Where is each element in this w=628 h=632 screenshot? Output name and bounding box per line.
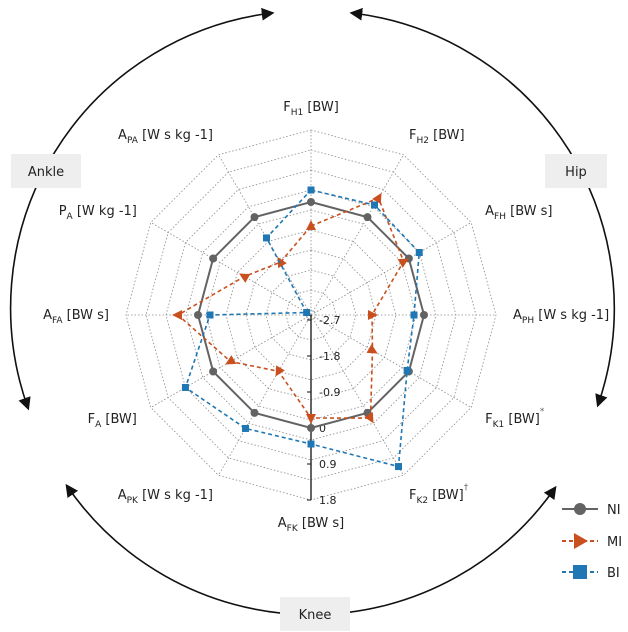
group-label-hip-text: Hip: [565, 165, 587, 180]
grid-ring: [265, 269, 357, 361]
data-point: [250, 408, 259, 417]
axis-label: APK [W s kg -1]: [118, 488, 213, 506]
arrow-knee-icon: [65, 483, 557, 616]
data-point: [368, 310, 378, 320]
grid-spoke: [150, 222, 312, 316]
data-point: [420, 311, 428, 319]
axis-label: AFH [BW s]: [485, 204, 552, 222]
data-point: [397, 258, 409, 268]
group-label-ankle-text: Ankle: [28, 165, 64, 180]
axis-label: PA [W kg -1]: [59, 204, 137, 222]
grid-spoke: [310, 222, 472, 316]
data-point: [239, 273, 251, 283]
data-point: [306, 220, 316, 230]
radial-tick-label: 0.9: [319, 458, 337, 471]
legend-label-bi: BI: [607, 566, 620, 581]
radial-tick-label: 0: [319, 422, 326, 435]
data-point: [403, 367, 411, 374]
axis-label: FH1 [BW]: [283, 100, 339, 118]
group-label-knee: Knee: [280, 597, 350, 631]
axis-labels: FH1 [BW] FH2 [BW] AFH [BW s] APH [W s kg -1…: [43, 100, 609, 534]
group-label-knee-text: Knee: [299, 608, 332, 623]
data-point: [363, 213, 372, 222]
data-point: [372, 192, 382, 205]
data-point: [366, 344, 378, 354]
axis-label: APA [W s kg -1]: [118, 128, 213, 146]
data-point: [263, 234, 270, 242]
radial-axis: -2.7 -1.8 -0.9 0 0.9 1.8: [307, 314, 340, 507]
group-label-ankle: Ankle: [11, 154, 81, 188]
series-bi: [181, 186, 423, 471]
data-point: [181, 384, 189, 391]
radial-tick-label: 1.8: [319, 494, 337, 507]
data-point: [242, 424, 249, 432]
axis-label: FA [BW]: [88, 412, 137, 430]
triangle-marker-icon: [574, 533, 588, 549]
legend-label-mi: MI: [607, 535, 622, 550]
axis-label: FK2 [BW]†: [409, 483, 469, 506]
radial-tick-label: -1.8: [319, 350, 340, 363]
radial-tick-label: -2.7: [319, 314, 340, 327]
axis-label: AFK [BW s]: [278, 516, 345, 534]
axis-label: APH [W s kg -1]: [513, 308, 609, 326]
data-point: [209, 367, 218, 376]
grid-ring: [245, 249, 377, 381]
data-point: [172, 310, 182, 320]
data-point: [277, 256, 287, 269]
data-point: [371, 201, 378, 209]
square-marker-icon: [573, 565, 587, 579]
data-point: [209, 254, 218, 263]
legend: NI MI BI: [562, 503, 622, 581]
group-label-hip: Hip: [545, 154, 607, 188]
data-point: [307, 186, 315, 194]
series-mi: [172, 192, 409, 424]
series-layer: [172, 186, 428, 471]
axis-label: FK1 [BW]*: [485, 407, 545, 430]
data-point: [410, 311, 418, 319]
grid-spoke: [310, 314, 404, 476]
data-point: [395, 463, 402, 471]
data-point: [307, 424, 315, 432]
legend-item-mi: MI: [562, 533, 622, 550]
arrow-hip-icon: [349, 7, 616, 408]
legend-item-ni: NI: [562, 503, 621, 518]
data-point: [194, 311, 202, 319]
radial-tick-label: -0.9: [319, 386, 340, 399]
axis-label: FH2 [BW]: [409, 128, 465, 146]
data-point: [275, 365, 285, 377]
data-point: [415, 249, 423, 256]
data-point: [364, 412, 374, 424]
grid-spoke: [218, 314, 312, 476]
data-point: [303, 309, 311, 316]
data-point: [225, 355, 237, 365]
legend-item-bi: BI: [562, 565, 620, 581]
data-point: [206, 311, 214, 319]
legend-label-ni: NI: [607, 503, 621, 518]
grid-spoke: [310, 314, 472, 408]
data-point: [307, 198, 315, 206]
circle-marker-icon: [574, 503, 586, 515]
axis-label: AFA [BW s]: [43, 308, 109, 326]
arrow-ankle-icon: [9, 7, 275, 411]
data-point: [307, 440, 315, 448]
grid-spoke: [310, 154, 404, 316]
data-point: [306, 414, 316, 424]
series-line: [176, 197, 405, 419]
data-point: [250, 213, 259, 222]
